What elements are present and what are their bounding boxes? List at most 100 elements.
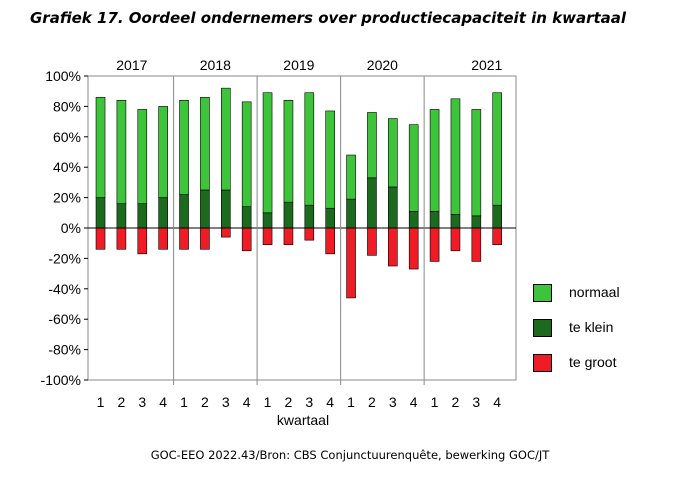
bar-te-groot: [220, 227, 231, 238]
bar-te-groot: [408, 227, 419, 270]
bar-te-klein: [471, 215, 482, 229]
bar-normaal: [346, 154, 356, 200]
x-tick-label: 4: [493, 394, 501, 410]
bar-te-klein: [492, 204, 503, 229]
bar-normaal: [450, 98, 461, 215]
x-axis-label: kwartaal: [277, 412, 329, 428]
bar-normaal: [137, 109, 148, 204]
y-tick-label: -60%: [48, 311, 81, 327]
bar-normaal: [492, 92, 503, 206]
legend-item-te-klein: te klein: [533, 317, 673, 339]
bar-te-klein: [220, 189, 231, 229]
legend-item-normaal: normaal: [533, 282, 673, 304]
x-tick-label: 3: [305, 394, 313, 410]
x-tick-label: 3: [389, 394, 397, 410]
x-tick-label: 1: [180, 394, 188, 410]
bar-normaal: [325, 110, 335, 209]
year-label: 2017: [116, 57, 147, 73]
legend-item-te-groot: te groot: [533, 352, 673, 374]
y-tick-label: 60%: [53, 129, 81, 145]
y-tick-label: -100%: [41, 372, 81, 388]
year-label: 2020: [367, 57, 398, 73]
bar-te-groot: [367, 227, 377, 256]
bar-normaal: [388, 118, 398, 188]
x-tick-label: 2: [368, 394, 376, 410]
bar-te-klein: [304, 204, 315, 229]
x-tick-label: 3: [472, 394, 480, 410]
x-tick-label: 2: [452, 394, 460, 410]
x-tick-label: 2: [285, 394, 293, 410]
bar-te-klein: [408, 210, 419, 229]
bar-te-klein: [262, 212, 273, 229]
y-tick-label: -80%: [48, 342, 81, 358]
x-tick-label: 3: [222, 394, 230, 410]
bar-normaal: [220, 87, 231, 191]
bar-normaal: [200, 96, 210, 191]
bar-te-groot: [137, 227, 148, 255]
bar-te-groot: [262, 227, 273, 246]
legend-label-te-groot: te groot: [569, 354, 617, 370]
x-tick-label: 4: [410, 394, 418, 410]
bar-normaal: [158, 106, 168, 198]
bar-normaal: [283, 100, 294, 203]
bar-normaal: [241, 101, 252, 208]
bar-te-klein: [116, 203, 127, 229]
bar-te-klein: [367, 177, 377, 229]
bar-normaal: [262, 92, 273, 214]
bar-te-groot: [158, 227, 168, 250]
x-tick-label: 1: [431, 394, 439, 410]
bar-te-klein: [95, 197, 106, 229]
bar-normaal: [408, 124, 419, 212]
bar-te-groot: [429, 227, 440, 262]
bar-te-groot: [95, 227, 106, 250]
bar-te-klein: [158, 197, 168, 229]
bar-te-groot: [346, 227, 356, 299]
bar-te-groot: [304, 227, 315, 241]
bar-te-groot: [241, 227, 252, 252]
bar-te-groot: [179, 227, 189, 250]
y-tick-label: -40%: [48, 281, 81, 297]
bar-normaal: [429, 109, 440, 212]
bars-group: [95, 87, 503, 299]
x-tick-label: 1: [264, 394, 272, 410]
bar-te-klein: [450, 214, 461, 229]
x-tick-label: 4: [243, 394, 251, 410]
bar-te-klein: [429, 210, 440, 229]
bar-te-groot: [388, 227, 398, 267]
x-tick-label: 2: [118, 394, 126, 410]
bar-te-groot: [492, 227, 503, 246]
bar-te-klein: [283, 201, 294, 229]
legend-label-normaal: normaal: [569, 284, 620, 300]
year-label: 2018: [200, 57, 231, 73]
bar-te-groot: [450, 227, 461, 252]
bar-normaal: [95, 96, 106, 198]
bar-normaal: [116, 100, 127, 204]
bar-te-groot: [471, 227, 482, 262]
bar-normaal: [179, 100, 189, 195]
bar-te-groot: [200, 227, 210, 250]
bar-te-groot: [116, 227, 127, 250]
y-tick-label: -20%: [48, 250, 81, 266]
y-tick-label: 100%: [45, 68, 81, 84]
x-tick-label: 1: [347, 394, 355, 410]
source-note: GOC-EEO 2022.43/Bron: CBS Conjunctuurenq…: [150, 448, 550, 462]
bar-te-klein: [179, 194, 189, 229]
x-tick-label: 2: [201, 394, 209, 410]
y-tick-label: 20%: [53, 190, 81, 206]
year-label: 2021: [471, 57, 502, 73]
bar-te-groot: [283, 227, 294, 246]
chart-title: Grafiek 17. Oordeel ondernemers over pro…: [30, 9, 627, 27]
bar-te-klein: [346, 198, 356, 229]
x-tick-label: 4: [159, 394, 167, 410]
bar-te-klein: [137, 203, 148, 229]
bar-te-klein: [241, 206, 252, 229]
legend-swatch-te-klein: [533, 319, 552, 337]
legend-label-te-klein: te klein: [569, 319, 614, 335]
bar-normaal: [367, 112, 377, 179]
x-tick-label: 4: [326, 394, 334, 410]
bar-te-groot: [325, 227, 335, 255]
bar-normaal: [304, 92, 315, 206]
bar-te-klein: [200, 189, 210, 229]
x-tick-label: 3: [138, 394, 146, 410]
